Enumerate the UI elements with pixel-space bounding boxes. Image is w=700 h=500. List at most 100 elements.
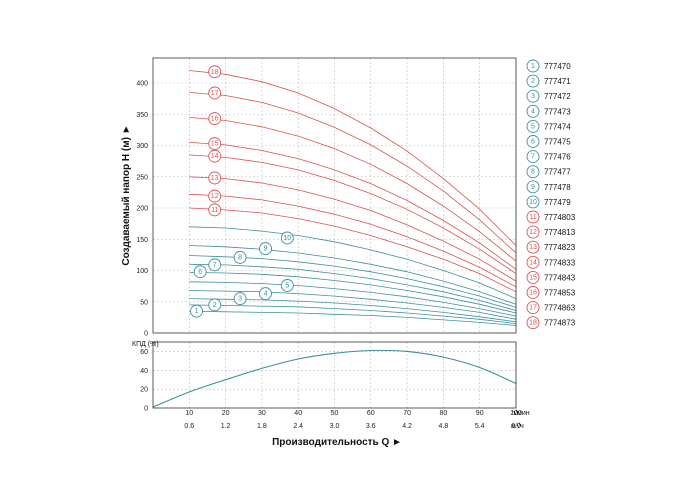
legend-item-18: 18 7774873 (526, 316, 576, 330)
curve-badge-4: 4 (259, 287, 272, 301)
eff-y-tick-label: 0 (144, 406, 148, 413)
legend-badge-circle (526, 180, 540, 194)
curve-badge-12: 12 (208, 189, 222, 203)
curve-badge-2: 2 (208, 298, 222, 312)
curve-badge-18: 18 (208, 65, 222, 79)
legend-badge-circle (526, 59, 540, 73)
x-tick-m3h: 5.4 (475, 423, 485, 430)
head-y-tick-label: 350 (136, 112, 148, 119)
legend-badge-number: 3 (531, 93, 535, 100)
legend-code: 7774873 (544, 319, 576, 328)
legend-badge-number: 8 (531, 169, 535, 176)
x-tick-m3h: 4.2 (402, 423, 412, 430)
eff-y-tick-label: 20 (140, 387, 148, 394)
efficiency-plot-grid: 0 20 40 60 (140, 342, 517, 413)
head-curve-7774823 (189, 176, 517, 282)
curve-badge-1: 1 (190, 304, 204, 318)
x-tick-lmin: 10 (185, 410, 193, 417)
head-curve-777479 (189, 226, 517, 299)
x-tick-m3h: 2.4 (293, 423, 303, 430)
head-curve-777471 (189, 304, 517, 324)
legend-code: 777474 (544, 122, 571, 131)
legend-badge-number: 17 (529, 305, 537, 312)
x-tick-m3h: 3.6 (366, 423, 376, 430)
legend-item-9: 9 777478 (526, 180, 571, 194)
legend-item-6: 6 777475 (526, 135, 571, 148)
curve-badge-circle (259, 287, 272, 301)
legend-badge-number: 11 (529, 214, 536, 221)
head-y-tick-label: 400 (136, 81, 148, 88)
head-curve-7774853 (189, 117, 517, 262)
x-axis-ticks: 10 20 30 40 50 60 70 80 90 100 0.6 1.2 1.8 2.4 3.0 3.6 4… (184, 410, 522, 430)
head-y-tick-label: 250 (136, 174, 148, 181)
head-curve-777475 (189, 272, 517, 314)
curve-badge-label: 13 (211, 175, 219, 182)
legend-badge-circle (526, 210, 540, 224)
curve-badge-label: 6 (198, 269, 202, 276)
curve-badge-label: 12 (211, 193, 219, 200)
legend-badge-number: 4 (531, 108, 535, 115)
curve-badge-circle (208, 203, 222, 217)
curve-badge-circle (233, 250, 247, 264)
curve-badge-7: 7 (208, 258, 222, 272)
x-tick-lmin: 70 (403, 410, 411, 417)
curve-badge-11: 11 (208, 203, 222, 217)
legend-badge-circle (526, 150, 540, 164)
legend-code: 7774853 (544, 289, 576, 298)
legend-item-8: 8 777477 (526, 165, 571, 179)
legend-badge-circle (526, 255, 540, 269)
legend-code: 7774823 (544, 243, 576, 252)
legend: 1 777470 2 777471 3 777472 4 777473 5 777474 6 7774… (526, 59, 576, 330)
legend-code: 7774843 (544, 273, 576, 282)
x-unit-m3h: м³/ч (511, 423, 524, 430)
legend-badge-number: 9 (531, 184, 535, 191)
curve-badge-circle (208, 171, 222, 185)
legend-item-10: 10 777479 (526, 195, 571, 209)
curve-badge-16: 16 (208, 112, 222, 126)
curve-badge-circle (208, 112, 222, 126)
curve-badge-8: 8 (233, 250, 247, 264)
x-tick-m3h: 3.0 (330, 423, 340, 430)
legend-badge-circle (526, 240, 540, 254)
curve-badge-circle (208, 258, 222, 272)
curve-badge-label: 10 (283, 235, 291, 242)
efficiency-axis-title: КПД (%) (132, 341, 159, 348)
x-tick-lmin: 80 (440, 410, 448, 417)
head-curve-777473 (189, 290, 517, 320)
legend-badge-circle (526, 89, 540, 103)
x-tick-lmin: 90 (476, 410, 484, 417)
head-axis-title: Создаваемый напор H (м) ► (121, 124, 132, 265)
head-y-tick-label: 200 (136, 206, 148, 213)
legend-badge-number: 2 (531, 78, 535, 85)
legend-badge-number: 12 (529, 229, 537, 236)
head-curve-777478 (189, 245, 517, 305)
curve-badge-label: 16 (211, 116, 219, 123)
x-tick-lmin: 30 (258, 410, 266, 417)
legend-item-11: 11 7774803 (526, 210, 576, 224)
x-unit-lmin: л/мин (511, 410, 530, 417)
curve-badge-label: 7 (213, 262, 217, 269)
legend-badge-number: 5 (531, 123, 535, 130)
curve-badge-label: 1 (195, 308, 199, 315)
curve-badge-circle (190, 304, 204, 318)
legend-code: 777477 (544, 168, 571, 177)
curve-badge-label: 11 (211, 207, 218, 214)
eff-y-tick-label: 60 (140, 349, 148, 356)
head-plot-frame (152, 57, 517, 334)
curve-badge-label: 15 (211, 141, 219, 148)
efficiency-curve (152, 349, 517, 408)
head-y-tick-label: 300 (136, 143, 148, 150)
legend-code: 777470 (544, 62, 571, 71)
legend-code: 777478 (544, 183, 571, 192)
legend-badge-circle (526, 74, 540, 88)
legend-badge-number: 7 (531, 154, 535, 161)
legend-item-15: 15 7774843 (526, 270, 576, 284)
legend-badge-number: 18 (529, 320, 537, 327)
curve-badge-14: 14 (208, 149, 222, 163)
curve-badge-label: 2 (213, 302, 217, 309)
legend-code: 777479 (544, 198, 571, 207)
legend-badge-number: 13 (529, 244, 537, 251)
x-tick-m3h: 4.8 (439, 423, 449, 430)
legend-item-16: 16 7774853 (526, 286, 576, 299)
